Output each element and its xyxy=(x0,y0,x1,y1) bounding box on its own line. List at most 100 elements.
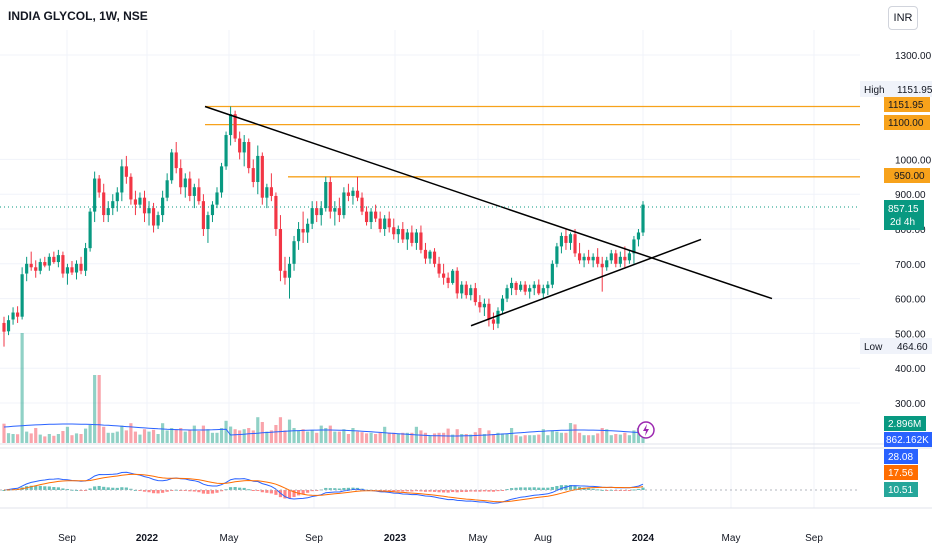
candle-body xyxy=(102,192,106,216)
macd-histogram-bar xyxy=(201,490,205,494)
candle-body xyxy=(65,267,70,274)
candle-body xyxy=(197,187,201,202)
volume-bar xyxy=(636,428,641,443)
volume-bar xyxy=(242,429,246,443)
volume-bar xyxy=(596,433,600,443)
macd-histogram-bar xyxy=(596,489,600,491)
candle-body xyxy=(142,197,147,214)
candle-body xyxy=(487,303,491,320)
candle-body xyxy=(355,190,360,198)
volume-bar xyxy=(550,430,554,443)
macd-histogram-bar xyxy=(519,487,523,490)
volume-bar xyxy=(138,434,142,443)
volume-bar xyxy=(532,435,536,443)
volume-bar xyxy=(428,435,432,443)
macd-histogram-bar xyxy=(600,489,604,491)
macd-histogram-bar xyxy=(115,487,119,490)
time-tick-label: 2022 xyxy=(136,533,159,544)
macd-histogram-bar xyxy=(514,487,518,490)
candle-body xyxy=(206,215,210,229)
macd-histogram-bar xyxy=(419,490,423,492)
volume-bar xyxy=(328,425,332,443)
downtrend-line xyxy=(204,105,773,300)
volume-bar xyxy=(174,429,178,443)
macd-histogram-bar xyxy=(537,487,541,490)
volume-bar xyxy=(315,432,319,443)
candle-body xyxy=(38,262,42,271)
candle-body xyxy=(287,263,292,278)
macd-histogram-bar xyxy=(442,490,446,493)
macd-histogram-bar xyxy=(528,487,532,490)
candle-body xyxy=(546,284,550,289)
macd-histogram-bar xyxy=(138,490,142,491)
volume-bar xyxy=(623,432,627,443)
volume-bar xyxy=(487,430,491,443)
candle-body xyxy=(364,211,369,223)
volume-bar xyxy=(337,431,341,443)
price-tick-label: 600.00 xyxy=(895,295,926,306)
macd-histogram-bar xyxy=(102,486,106,490)
macd-line xyxy=(3,471,644,504)
macd-histogram-bar xyxy=(396,490,400,492)
candle-body xyxy=(491,319,496,324)
volume-bar xyxy=(378,432,382,443)
macd-histogram-bar xyxy=(500,490,505,491)
macd-histogram-bar xyxy=(351,487,355,490)
macd-histogram-bar xyxy=(106,487,110,490)
price-tick-label: 500.00 xyxy=(895,329,926,340)
volume-bar xyxy=(346,434,351,443)
price-tick-label: 900.00 xyxy=(895,190,926,201)
candle-body xyxy=(464,284,468,296)
candle-body xyxy=(460,284,464,294)
volume-bar xyxy=(500,433,505,443)
volume-bar xyxy=(265,431,269,443)
macd-histogram-bar xyxy=(147,490,151,493)
macd-histogram-bar xyxy=(559,485,564,490)
candle-body xyxy=(636,232,641,240)
candle-body xyxy=(564,235,568,243)
volume-bar xyxy=(102,426,106,443)
candle-body xyxy=(346,192,351,196)
macd-histogram-bar xyxy=(573,485,577,490)
volume-bar xyxy=(16,434,20,443)
candle-body xyxy=(165,180,169,198)
macd-histogram-bar xyxy=(460,490,464,493)
macd-histogram-bar xyxy=(401,490,405,492)
candle-body xyxy=(124,166,128,177)
volume-bar xyxy=(632,430,636,443)
candle-body xyxy=(509,282,514,289)
macd-histogram-bar xyxy=(464,490,468,493)
macd-histogram-bar xyxy=(256,490,260,491)
candle-body xyxy=(138,197,142,205)
macd-histogram-bar xyxy=(296,490,301,496)
candle-body xyxy=(596,256,600,264)
volume-bar xyxy=(573,424,577,443)
candle-body xyxy=(56,255,60,263)
currency-button[interactable]: INR xyxy=(888,6,918,30)
macd-histogram-bar xyxy=(43,486,47,490)
volume-bar xyxy=(224,420,228,443)
candle-body xyxy=(278,229,283,271)
macd-histogram-bar xyxy=(233,487,237,490)
macd-histogram-bar xyxy=(111,487,115,490)
macd-histogram-bar xyxy=(52,487,56,490)
candle-body xyxy=(627,253,631,261)
macd-histogram-bar xyxy=(88,488,92,490)
volume-bar xyxy=(591,435,595,443)
volume-bar xyxy=(247,428,251,443)
volume-bar xyxy=(442,432,446,443)
macd-histogram-bar xyxy=(251,490,255,491)
macd-histogram-bar xyxy=(242,487,246,490)
candle-body xyxy=(623,256,627,261)
candle-body xyxy=(47,256,51,266)
candle-body xyxy=(378,218,382,229)
level-1151-value: 1151.95 xyxy=(888,100,924,111)
candle-body xyxy=(224,135,228,167)
low-value: 464.60 xyxy=(897,342,928,353)
candle-body xyxy=(573,234,577,254)
volume-bar xyxy=(451,434,455,443)
volume-bar xyxy=(43,436,47,443)
lightning-icon[interactable] xyxy=(637,421,655,439)
macd-histogram-bar xyxy=(120,487,124,490)
